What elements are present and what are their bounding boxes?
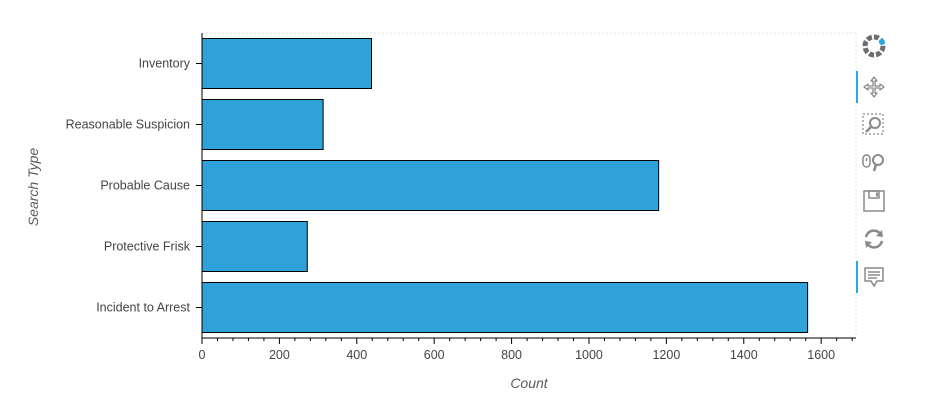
bokeh-logo-icon	[862, 34, 886, 58]
x-tick-label: 0	[199, 348, 206, 362]
y-tick-label: Reasonable Suspicion	[66, 118, 190, 132]
box-zoom-tool[interactable]	[856, 107, 892, 143]
y-tick-label: Probable Cause	[100, 179, 190, 193]
plot-toolbar	[856, 28, 896, 297]
bar-incident-to-arrest	[201, 281, 809, 334]
toolbar-divider	[866, 66, 886, 67]
x-tick-label: 1000	[575, 348, 603, 362]
y-tick-label: Incident to Arrest	[96, 301, 190, 315]
axes-group: Inventory Reasonable Suspicion Probable Ca…	[66, 33, 856, 362]
bar-reasonable-suspicion	[201, 98, 324, 151]
save-tool[interactable]	[856, 183, 892, 219]
x-axis-label: Count	[510, 375, 548, 391]
pan-icon	[863, 76, 885, 98]
wheel-zoom-tool[interactable]	[856, 145, 892, 181]
hover-tool[interactable]	[856, 259, 892, 295]
x-tick-label: 1200	[652, 348, 680, 362]
bar-protective-frisk	[201, 220, 308, 273]
bokeh-logo-tool[interactable]	[856, 28, 892, 64]
x-tick-label: 1600	[807, 348, 835, 362]
y-tick-label: Inventory	[139, 57, 191, 71]
x-tick-label: 800	[501, 348, 522, 362]
box-zoom-icon	[862, 113, 884, 135]
save-icon	[863, 190, 885, 212]
y-tick-label: Protective Frisk	[104, 240, 191, 254]
plot-frame	[202, 32, 857, 338]
hover-icon	[864, 267, 884, 288]
wheel-zoom-icon	[862, 154, 884, 172]
bars-group	[201, 37, 809, 334]
x-tick-label: 600	[424, 348, 445, 362]
x-tick-label: 1400	[730, 348, 758, 362]
x-tick-label: 400	[346, 348, 367, 362]
reset-icon	[864, 229, 884, 249]
reset-tool[interactable]	[856, 221, 892, 257]
x-tick-label: 200	[269, 348, 290, 362]
bar-probable-cause	[201, 159, 660, 212]
bar-inventory	[201, 37, 372, 90]
pan-tool[interactable]	[856, 69, 892, 105]
y-axis-label: Search Type	[25, 148, 41, 227]
